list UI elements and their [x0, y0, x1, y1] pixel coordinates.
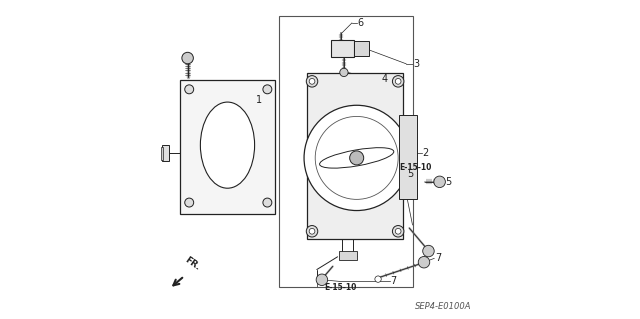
Text: 7: 7 — [435, 253, 441, 263]
Text: E-15-10: E-15-10 — [400, 163, 432, 172]
Circle shape — [340, 68, 348, 77]
Circle shape — [419, 256, 429, 268]
Text: FR.: FR. — [183, 255, 202, 272]
Bar — [331, 40, 354, 57]
Circle shape — [185, 198, 194, 207]
Circle shape — [392, 226, 404, 237]
Text: SEP4-E0100A: SEP4-E0100A — [415, 302, 472, 311]
Text: 5: 5 — [445, 177, 451, 187]
Bar — [354, 41, 369, 56]
Circle shape — [309, 228, 315, 234]
Circle shape — [316, 274, 328, 286]
Text: 3: 3 — [414, 59, 420, 69]
Text: 1: 1 — [256, 95, 262, 105]
Circle shape — [396, 78, 401, 84]
Ellipse shape — [200, 102, 255, 188]
Circle shape — [185, 85, 194, 94]
Circle shape — [434, 176, 445, 188]
Bar — [399, 115, 417, 199]
Bar — [162, 145, 169, 161]
Circle shape — [392, 76, 404, 87]
Text: 4: 4 — [382, 74, 388, 84]
Circle shape — [304, 105, 410, 211]
Bar — [278, 16, 413, 287]
Circle shape — [309, 78, 315, 84]
Circle shape — [422, 245, 434, 257]
Bar — [180, 80, 275, 214]
Circle shape — [182, 52, 193, 64]
Text: 5: 5 — [407, 169, 413, 179]
Circle shape — [263, 85, 272, 94]
Circle shape — [396, 228, 401, 234]
Bar — [161, 147, 163, 160]
Circle shape — [349, 151, 364, 165]
Text: 6: 6 — [358, 18, 364, 28]
Text: 2: 2 — [422, 148, 429, 158]
Bar — [339, 251, 357, 260]
Bar — [307, 73, 403, 239]
Text: E-15-10: E-15-10 — [324, 283, 356, 292]
Circle shape — [337, 48, 345, 56]
Circle shape — [307, 226, 318, 237]
Circle shape — [375, 276, 381, 282]
Circle shape — [263, 198, 272, 207]
Circle shape — [307, 76, 318, 87]
Text: 7: 7 — [390, 276, 396, 286]
